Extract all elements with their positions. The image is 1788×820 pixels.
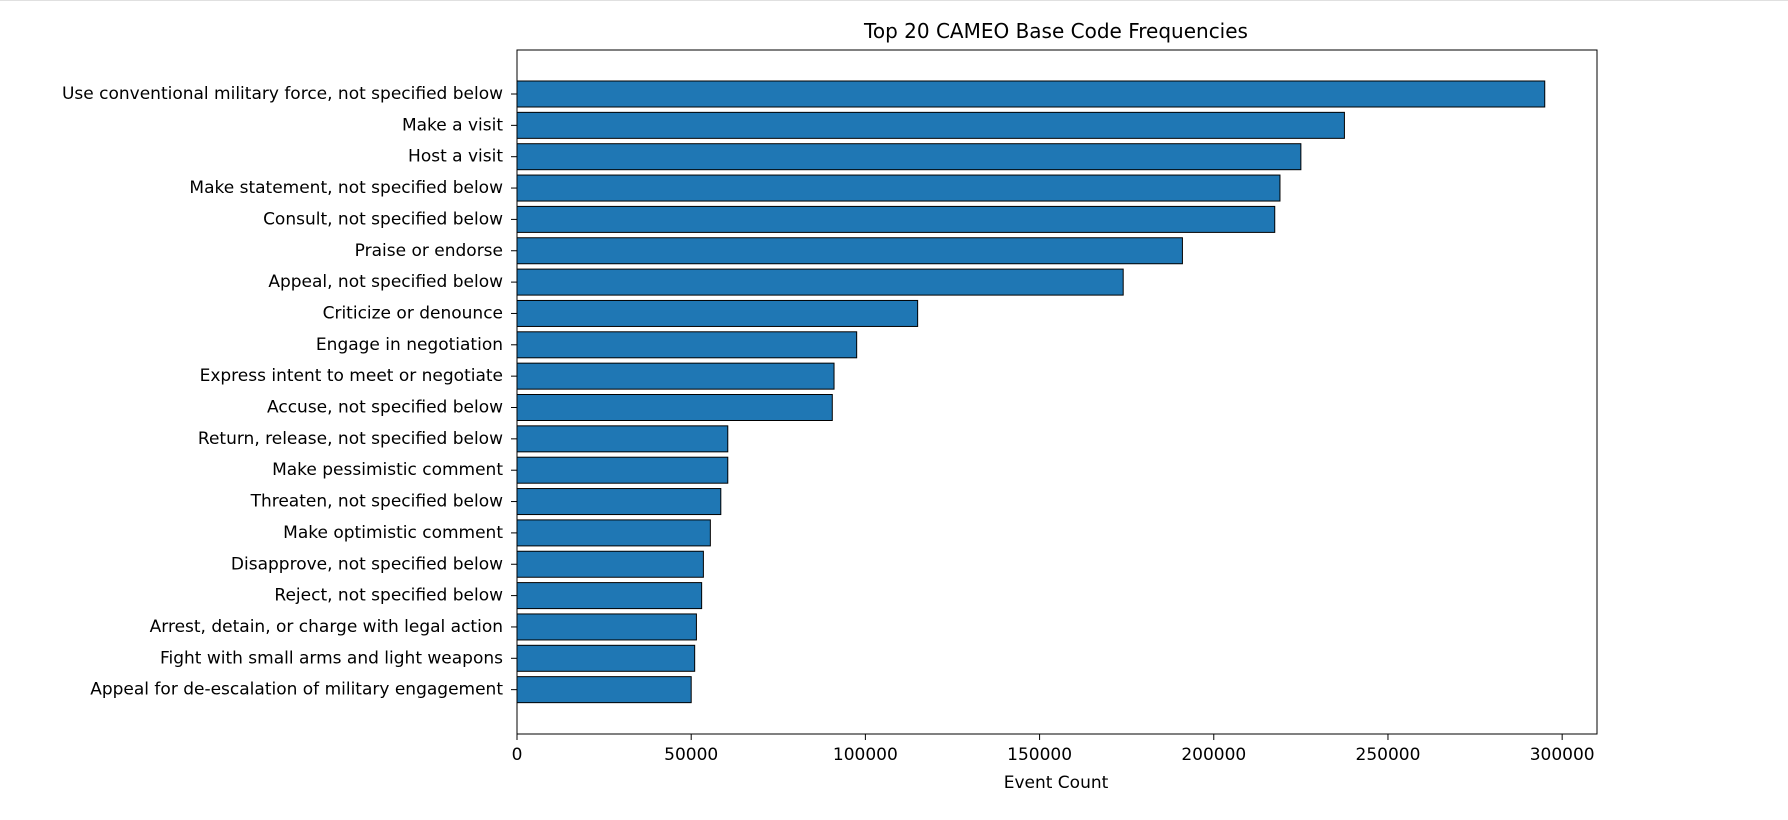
bar: [516, 80, 1546, 108]
top-divider: [0, 0, 1788, 1]
bar: [516, 362, 835, 390]
y-tick-label: Return, release, not specified below: [198, 429, 503, 449]
bar: [516, 331, 858, 359]
y-tick-label: Criticize or denounce: [323, 303, 503, 323]
y-axis-ticks: Use conventional military force, not spe…: [62, 84, 517, 700]
bar: [516, 613, 697, 641]
y-tick-label: Fight with small arms and light weapons: [160, 648, 503, 668]
y-tick-label: Use conventional military force, not spe…: [62, 84, 503, 104]
x-tick-label: 300000: [1530, 745, 1595, 765]
x-tick-label: 50000: [664, 745, 718, 765]
x-tick-label: 100000: [833, 745, 898, 765]
y-tick-label: Threaten, not specified below: [250, 492, 504, 512]
x-tick-label: 200000: [1181, 745, 1246, 765]
y-tick-label: Make pessimistic comment: [272, 460, 503, 480]
bar: [516, 237, 1183, 265]
x-tick-label: 0: [512, 745, 523, 765]
y-tick-label: Make optimistic comment: [283, 523, 503, 543]
y-tick-label: Reject, not specified below: [274, 586, 503, 606]
y-tick-label: Make statement, not specified below: [189, 178, 503, 198]
bar: [516, 456, 729, 484]
bars-layer: [516, 80, 1546, 704]
y-tick-label: Host a visit: [408, 147, 503, 167]
y-tick-label: Express intent to meet or negotiate: [200, 366, 503, 386]
x-axis-label: Event Count: [1004, 773, 1109, 793]
y-tick-label: Arrest, detain, or charge with legal act…: [150, 617, 503, 637]
bar: [516, 425, 729, 453]
chart-title: Top 20 CAMEO Base Code Frequencies: [863, 19, 1248, 43]
x-tick-label: 150000: [1007, 745, 1072, 765]
y-tick-label: Engage in negotiation: [316, 335, 503, 355]
y-tick-label: Accuse, not specified below: [267, 398, 503, 418]
bar: [516, 111, 1345, 139]
y-tick-label: Consult, not specified below: [263, 209, 503, 229]
bar: [516, 299, 919, 327]
bar: [516, 205, 1276, 233]
plot-frame: [516, 49, 1598, 735]
bar: [516, 550, 704, 578]
y-tick-label: Appeal, not specified below: [268, 272, 503, 292]
bar: [516, 519, 711, 547]
bar: [516, 394, 833, 421]
y-tick-label: Disapprove, not specified below: [231, 554, 503, 574]
x-tick-label: 250000: [1356, 745, 1421, 765]
x-axis-ticks: 0 50000 100000 150000 200000 250000 300000: [512, 734, 1595, 765]
bar: [516, 488, 722, 516]
bar: [516, 174, 1281, 202]
y-tick-label: Praise or endorse: [355, 241, 503, 261]
y-tick-label: Appeal for de-escalation of military eng…: [90, 680, 503, 700]
bar: [516, 582, 703, 610]
bar: [516, 268, 1124, 296]
y-tick-label: Make a visit: [402, 115, 503, 135]
bar: [516, 676, 692, 704]
bar: [516, 644, 696, 672]
bar: [516, 143, 1302, 171]
